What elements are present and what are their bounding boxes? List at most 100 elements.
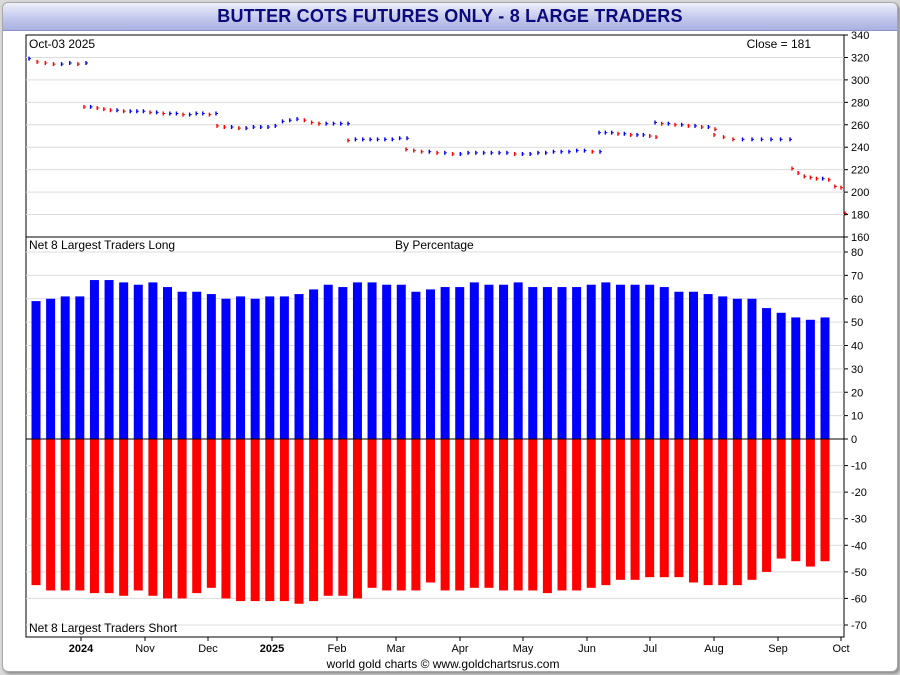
x-tick-label: Jun (578, 643, 596, 655)
long-bar (104, 280, 114, 439)
short-bar (601, 439, 611, 586)
long-bar (645, 284, 655, 439)
short-bar (542, 439, 552, 594)
long-bar (791, 317, 801, 439)
footer-credit: world gold charts © www.goldchartsrus.co… (326, 657, 560, 671)
long-bar (279, 296, 289, 439)
short-bar (206, 439, 216, 588)
short-label: Net 8 Largest Traders Short (29, 621, 178, 635)
x-tick-label: 2024 (69, 643, 94, 655)
cot-tick-label: -60 (851, 593, 867, 605)
short-bar (659, 439, 669, 578)
long-bar (776, 312, 786, 439)
cot-panel: -70 -60 -50 -40 -30 -20 -10 0 10 20 30 40 50 60 70 80 N… (25, 236, 867, 638)
short-bar (46, 439, 56, 591)
price-series (28, 56, 847, 216)
short-bar (294, 439, 304, 604)
cot-tick-label: -10 (851, 461, 867, 473)
long-bar (689, 291, 698, 439)
x-tick-label: Mar (387, 643, 406, 655)
long-bar (732, 298, 742, 439)
short-bar (513, 439, 523, 591)
long-bar (221, 298, 231, 439)
short-bar (455, 439, 465, 591)
price-plot-area (25, 34, 845, 238)
long-bar (206, 294, 216, 439)
cot-tick-label: 80 (851, 247, 863, 259)
price-tick-label: 280 (851, 97, 869, 109)
short-bar (309, 439, 319, 602)
cot-tick-label: 70 (851, 270, 863, 282)
long-bar (163, 287, 172, 439)
long-bar (615, 284, 625, 439)
x-tick-label: Sep (768, 643, 788, 655)
cot-bars (31, 280, 830, 604)
price-tick-label: 320 (851, 52, 869, 64)
short-bar (119, 439, 129, 596)
x-tick-label: Feb (328, 643, 347, 655)
cot-tick-label: 40 (851, 341, 863, 353)
short-bar (615, 439, 625, 580)
long-bar (426, 289, 435, 439)
short-bar (133, 439, 143, 591)
long-bar (192, 291, 202, 439)
x-axis: 2024 Nov Dec 2025 Feb Mar Apr May Jun Jul Aug Sep Oc… (69, 637, 850, 655)
x-tick-label: May (513, 643, 534, 655)
short-bar (221, 439, 231, 599)
cot-tick-label: 50 (851, 317, 863, 329)
short-bar (776, 439, 786, 559)
long-bar (382, 284, 392, 439)
short-bar (440, 439, 450, 591)
long-bar (747, 298, 757, 439)
long-bar (396, 284, 406, 439)
short-bar (148, 439, 158, 596)
long-bar (46, 298, 56, 439)
short-bar (411, 439, 421, 591)
long-bar (250, 298, 260, 439)
cot-tick-label: 30 (851, 364, 863, 376)
cot-tick-label: -40 (851, 540, 867, 552)
price-tick-label: 300 (851, 75, 869, 87)
price-y-axis: 160 180 200 220 240 260 280 300 320 340 (844, 30, 869, 244)
title-bar: BUTTER COTS FUTURES ONLY - 8 LARGE TRADE… (3, 3, 897, 31)
cot-tick-label: 10 (851, 411, 863, 423)
short-bar (747, 439, 757, 580)
chart-title: BUTTER COTS FUTURES ONLY - 8 LARGE TRADE… (217, 6, 683, 26)
cot-tick-label: -50 (851, 567, 867, 579)
short-bar (732, 439, 742, 586)
long-bar (60, 296, 70, 439)
long-bar (411, 291, 421, 439)
percentage-label: By Percentage (395, 238, 474, 252)
short-bar (396, 439, 406, 591)
price-tick-label: 340 (851, 30, 869, 42)
price-tick-label: 160 (851, 232, 869, 244)
short-bar (762, 439, 772, 572)
x-tick-label: Nov (135, 643, 155, 655)
short-bar (265, 439, 275, 602)
short-bar (820, 439, 830, 562)
cot-tick-label: -70 (851, 620, 867, 632)
short-bar (791, 439, 801, 562)
short-bar (572, 439, 582, 591)
long-bar (309, 289, 319, 439)
long-bar (557, 287, 567, 439)
long-bar (513, 282, 523, 439)
price-tick-label: 180 (851, 210, 869, 222)
cot-tick-label: -20 (851, 487, 867, 499)
short-bar (586, 439, 596, 588)
short-bar (177, 439, 187, 599)
long-bar (323, 284, 333, 439)
short-bar (630, 439, 640, 580)
short-bar (367, 439, 377, 588)
short-bar (250, 439, 260, 602)
cot-tick-label: 60 (851, 294, 863, 306)
long-bar (542, 287, 552, 439)
close-label: Close = 181 (747, 37, 812, 51)
long-bar (469, 282, 479, 439)
cot-tick-label: 0 (851, 434, 857, 446)
short-bar (645, 439, 655, 578)
price-tick-label: 260 (851, 120, 869, 132)
price-tick-label: 200 (851, 187, 869, 199)
long-bar (572, 287, 582, 439)
short-bar (338, 439, 348, 596)
